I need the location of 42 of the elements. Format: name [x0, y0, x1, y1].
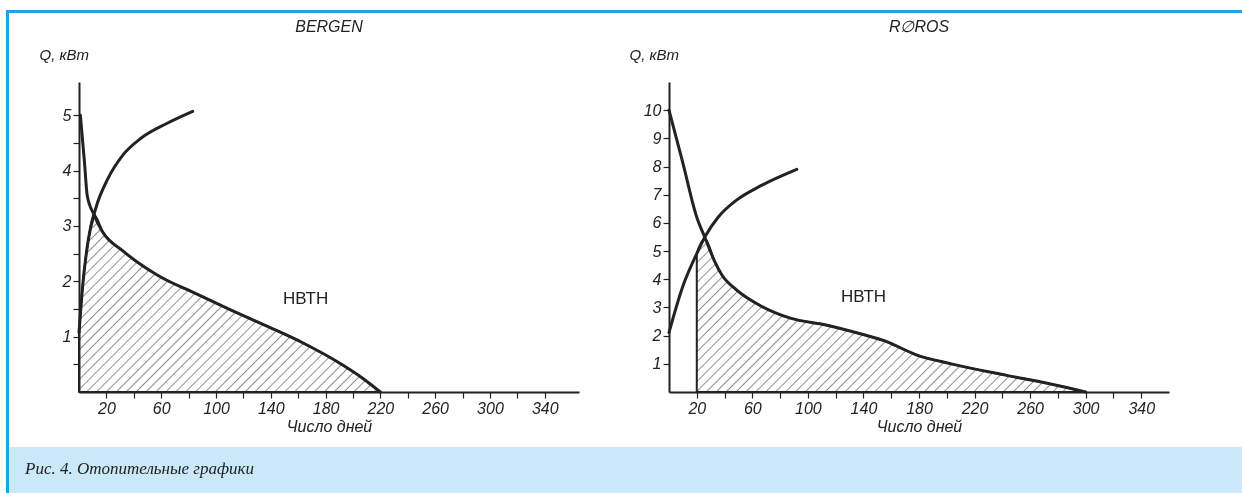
y-tick-label: 4: [652, 270, 662, 288]
x-tick-label: 260: [1016, 399, 1045, 417]
y-tick-label: 6: [652, 214, 662, 232]
x-tick-label: 100: [795, 399, 822, 417]
y-tick-label: 2: [651, 327, 662, 345]
y-tick-label: 2: [61, 272, 72, 290]
y-tick-label: 1: [652, 355, 662, 373]
chart-title: BERGEN: [295, 18, 364, 35]
y-tick-label: 9: [652, 129, 662, 147]
x-axis-title: Число дней: [876, 417, 963, 435]
y-tick-label: 5: [62, 106, 72, 124]
x-tick-label: 100: [203, 399, 230, 417]
y-tick-label: 3: [652, 298, 662, 316]
x-tick-label: 180: [312, 399, 340, 417]
x-tick-label: 300: [1072, 399, 1100, 417]
y-tick-label: 4: [62, 162, 72, 180]
y-axis-title: Q, кВт: [629, 45, 680, 63]
x-tick-label: 340: [531, 399, 559, 417]
annotation: НВТН: [283, 288, 329, 308]
x-tick-label: 20: [687, 399, 707, 417]
x-tick-label: 60: [152, 399, 171, 417]
y-tick-label: 1: [62, 328, 72, 346]
x-tick-label: 220: [366, 399, 395, 417]
x-tick-label: 140: [257, 399, 285, 417]
x-tick-label: 220: [960, 399, 989, 417]
annotation: НВТН: [840, 286, 887, 306]
x-tick-label: 20: [97, 399, 116, 417]
y-tick-label: 10: [643, 101, 662, 119]
x-tick-label: 180: [906, 399, 933, 417]
y-tick-label: 7: [652, 186, 663, 204]
x-tick-label: 260: [421, 399, 450, 417]
x-tick-label: 140: [850, 399, 878, 417]
x-tick-label: 300: [477, 399, 504, 417]
text: Рис. 4. Отопительные графики: [9, 447, 1242, 493]
x-tick-label: 60: [743, 399, 762, 417]
y-tick-label: 3: [62, 217, 72, 235]
x-axis-title: Число дней: [286, 417, 373, 435]
chart-title: R∅ROS: [888, 18, 950, 35]
x-tick-label: 340: [1128, 399, 1156, 417]
y-tick-label: 5: [652, 242, 662, 260]
y-tick-label: 8: [652, 158, 662, 176]
y-axis-title: Q, кВт: [39, 45, 90, 63]
